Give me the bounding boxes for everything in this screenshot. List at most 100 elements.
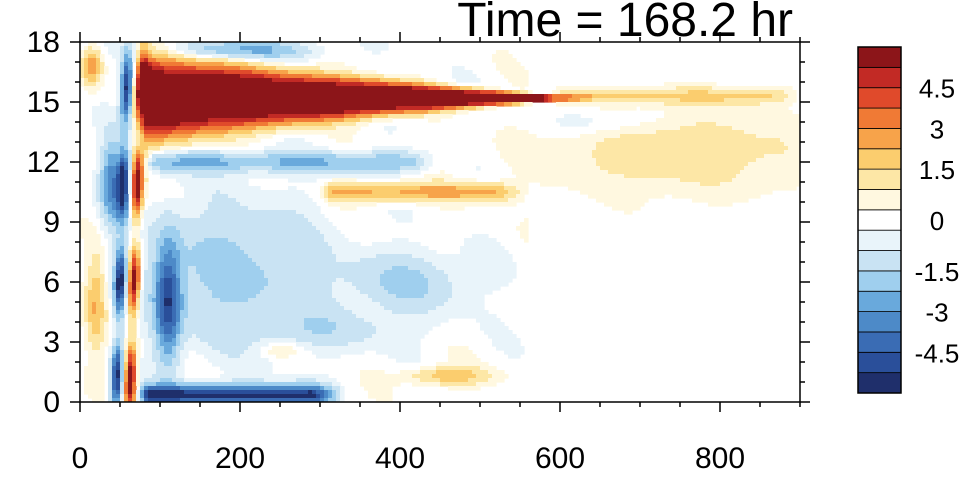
field-cell bbox=[320, 66, 357, 71]
field-cell bbox=[228, 162, 281, 167]
field-cell bbox=[128, 106, 133, 111]
field-cell bbox=[548, 94, 553, 99]
field-cell bbox=[144, 314, 153, 319]
field-cell bbox=[320, 394, 325, 399]
field-cell bbox=[128, 334, 137, 339]
field-cell bbox=[120, 114, 125, 119]
field-cell bbox=[132, 186, 137, 191]
field-cell bbox=[112, 250, 117, 255]
field-cell bbox=[128, 86, 133, 91]
field-cell bbox=[380, 110, 405, 115]
field-cell bbox=[664, 82, 717, 87]
field-cell bbox=[108, 390, 113, 395]
field-cell bbox=[156, 294, 161, 299]
field-cell bbox=[124, 378, 129, 383]
field-cell bbox=[160, 294, 165, 299]
field-cell bbox=[84, 390, 105, 395]
field-cell bbox=[164, 294, 173, 299]
field-cell bbox=[176, 258, 181, 263]
field-cell bbox=[96, 70, 101, 75]
field-cell bbox=[160, 170, 249, 175]
field-cell bbox=[136, 166, 141, 171]
field-cell bbox=[116, 250, 125, 255]
field-cell bbox=[312, 342, 349, 347]
field-cell bbox=[320, 190, 325, 195]
field-cell bbox=[124, 190, 129, 195]
field-cell bbox=[124, 230, 129, 235]
field-cell bbox=[324, 158, 417, 163]
colorbar-tick-label: -3 bbox=[925, 298, 948, 328]
field-cell bbox=[116, 258, 121, 263]
field-cell bbox=[132, 90, 137, 95]
field-cell bbox=[104, 326, 109, 331]
field-cell bbox=[124, 198, 129, 203]
field-cell bbox=[268, 114, 321, 119]
field-cell bbox=[120, 98, 125, 103]
field-cell bbox=[508, 162, 597, 167]
field-cell bbox=[132, 362, 137, 367]
field-cell bbox=[204, 210, 297, 215]
field-cell bbox=[176, 46, 189, 51]
field-cell bbox=[296, 378, 317, 383]
field-cell bbox=[392, 238, 409, 243]
field-cell bbox=[120, 74, 125, 79]
field-cell bbox=[344, 114, 357, 119]
field-cell bbox=[140, 78, 273, 83]
field-cell bbox=[116, 378, 121, 383]
field-cell bbox=[504, 158, 597, 163]
field-cell bbox=[144, 378, 161, 383]
field-cell bbox=[444, 302, 485, 307]
field-cell bbox=[372, 242, 421, 247]
field-cell bbox=[496, 142, 597, 147]
field-cell bbox=[568, 98, 581, 103]
field-cell bbox=[148, 226, 165, 231]
field-cell bbox=[148, 242, 157, 247]
x-tick-label: 0 bbox=[72, 442, 89, 473]
field-cell bbox=[80, 74, 85, 79]
axis-ticks bbox=[70, 32, 810, 412]
field-cell bbox=[132, 202, 137, 207]
field-cell bbox=[124, 358, 129, 363]
field-cell bbox=[128, 222, 133, 227]
field-cell bbox=[116, 98, 121, 103]
field-cell bbox=[104, 198, 109, 203]
field-cell bbox=[116, 102, 121, 107]
field-cell bbox=[596, 146, 789, 151]
field-cell bbox=[132, 298, 137, 303]
field-cell bbox=[124, 94, 129, 99]
field-cell bbox=[336, 322, 373, 327]
field-cell bbox=[364, 386, 393, 391]
colorbar-swatch bbox=[857, 311, 902, 333]
field-cell bbox=[208, 122, 245, 127]
field-cell bbox=[132, 198, 137, 203]
field-cell bbox=[180, 294, 185, 299]
field-cell bbox=[104, 182, 109, 187]
field-cell bbox=[496, 190, 509, 195]
field-cell bbox=[136, 202, 141, 207]
field-cell bbox=[396, 218, 413, 223]
field-cell bbox=[128, 54, 133, 59]
field-cell bbox=[140, 110, 345, 115]
field-cell bbox=[180, 398, 321, 402]
field-cell bbox=[164, 258, 177, 263]
field-cell bbox=[304, 318, 329, 323]
field-cell bbox=[124, 82, 129, 87]
field-cell bbox=[464, 90, 481, 95]
field-cell bbox=[180, 330, 185, 335]
field-cell bbox=[468, 102, 485, 107]
field-cell bbox=[332, 386, 341, 391]
field-cell bbox=[160, 338, 165, 343]
field-cell bbox=[100, 330, 105, 335]
field-cell bbox=[120, 46, 125, 51]
colorbar-swatch bbox=[857, 128, 902, 150]
field-cell bbox=[276, 354, 289, 359]
colorbar-swatch bbox=[857, 168, 902, 190]
field-cell bbox=[140, 390, 145, 395]
field-cell bbox=[152, 66, 165, 71]
field-cell bbox=[148, 262, 153, 267]
field-cell bbox=[224, 42, 281, 47]
field-cell bbox=[136, 198, 141, 203]
field-cell bbox=[120, 310, 125, 315]
field-cell bbox=[156, 338, 161, 343]
field-cell bbox=[164, 254, 173, 259]
